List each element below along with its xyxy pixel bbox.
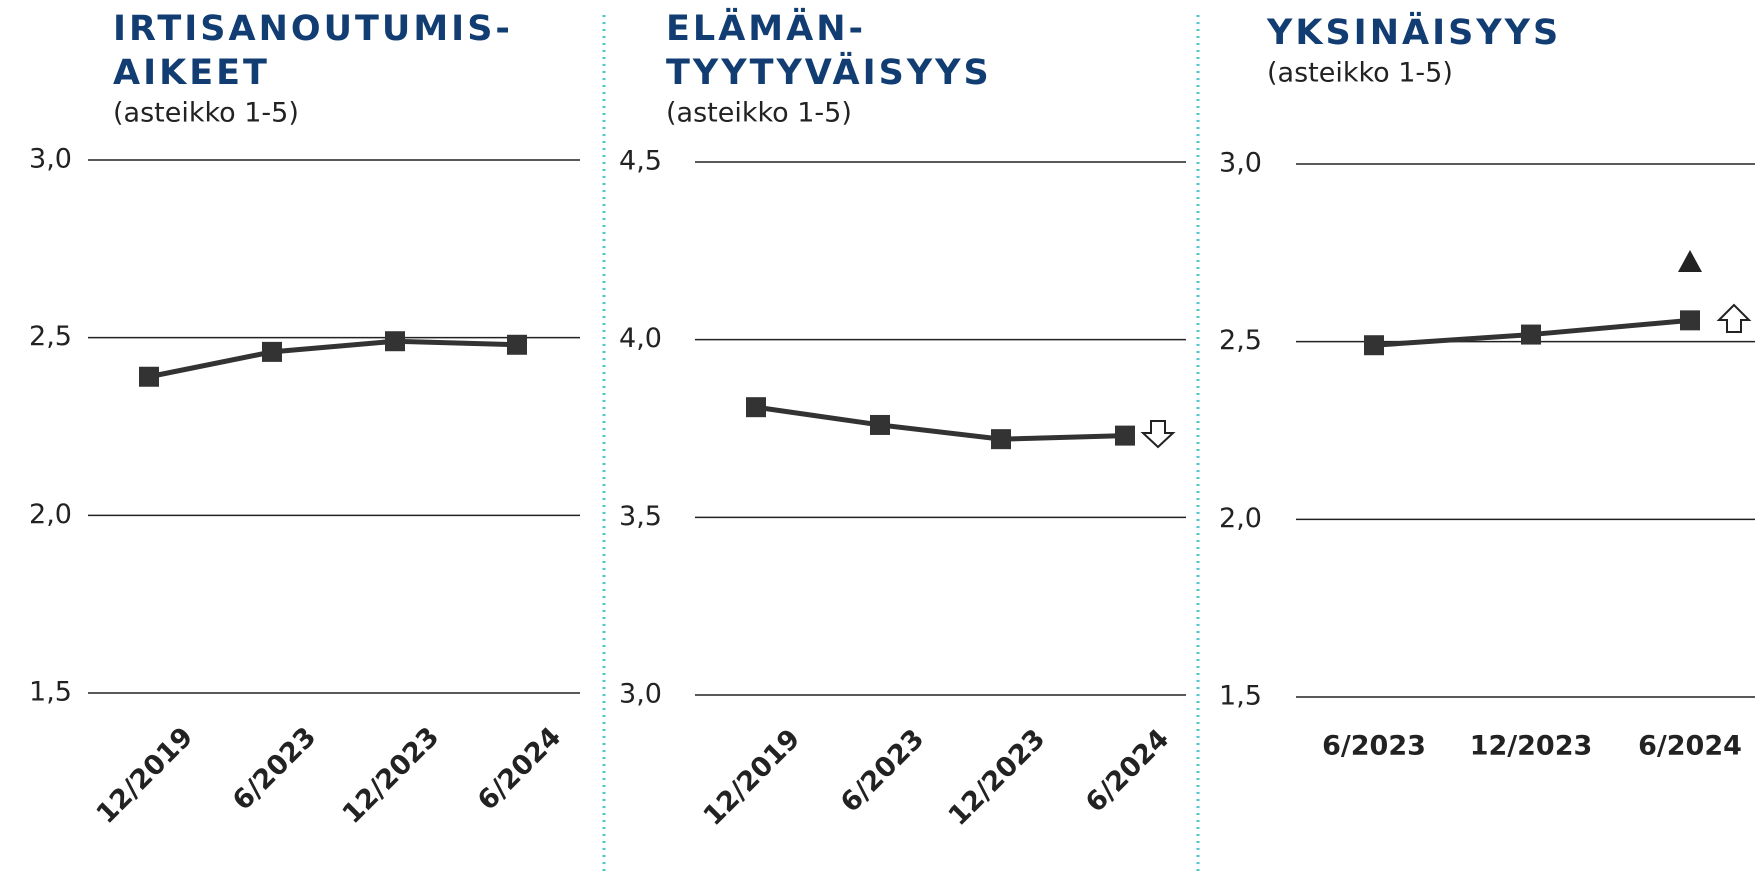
y-tick-label: 2,0 (1219, 503, 1262, 534)
point (870, 414, 890, 435)
chart-subtitle: (asteikko 1-5) (1267, 58, 1453, 89)
point (1521, 324, 1541, 345)
y-tick-label: 3,5 (619, 501, 662, 532)
x-tick-label: 6/2023 (227, 721, 322, 816)
series-line (148, 338, 518, 380)
y-tick-label: 2,0 (29, 499, 72, 530)
point (1364, 335, 1384, 356)
y-tick-label: 4,5 (619, 146, 662, 177)
y-tick-label: 2,5 (29, 321, 72, 352)
chart-title: TYYTYVÄISYYS (666, 51, 992, 93)
x-tick-label: 6/2024 (1638, 731, 1742, 762)
y-tick-label: 4,0 (619, 323, 662, 354)
x-tick-label: 6/2024 (472, 721, 567, 816)
point (507, 334, 527, 355)
chart-title: ELÄMÄN- (666, 7, 866, 49)
chart-title: YKSINÄISYYS (1266, 11, 1561, 53)
x-tick-label: 6/2023 (835, 723, 930, 818)
point (385, 331, 405, 352)
chart-subtitle: (asteikko 1-5) (666, 98, 852, 129)
significance-triangle (1678, 250, 1702, 272)
x-tick-label: 6/2024 (1080, 723, 1175, 818)
point (746, 397, 766, 418)
y-tick-label: 3,0 (1219, 148, 1262, 179)
x-tick-label: 12/2023 (1470, 731, 1593, 762)
chart-title: IRTISANOUTUMIS- (113, 9, 513, 49)
y-tick-label: 1,5 (1219, 681, 1262, 712)
x-tick-label: 12/2019 (91, 721, 200, 830)
x-tick-label: 12/2019 (698, 723, 807, 832)
chart-subtitle: (asteikko 1-5) (113, 98, 299, 129)
series-line (755, 404, 1126, 442)
y-tick-label: 2,5 (1219, 325, 1262, 356)
y-tick-label: 3,0 (619, 679, 662, 710)
y-tick-label: 3,0 (29, 144, 72, 175)
point (991, 429, 1011, 450)
x-tick-label: 6/2023 (1322, 731, 1426, 762)
y-tick-label: 1,5 (29, 677, 72, 708)
point (139, 366, 159, 387)
point (1680, 310, 1700, 331)
point (262, 341, 282, 362)
up-arrow (1716, 303, 1752, 333)
down-arrow (1140, 420, 1176, 449)
x-tick-label: 12/2023 (337, 721, 446, 830)
x-tick-label: 12/2023 (943, 723, 1052, 832)
chart-title: AIKEET (113, 53, 270, 93)
point (1115, 425, 1135, 446)
